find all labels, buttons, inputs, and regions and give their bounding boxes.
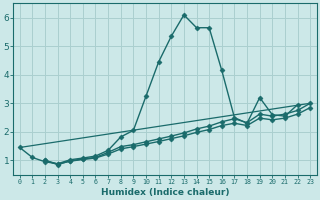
X-axis label: Humidex (Indice chaleur): Humidex (Indice chaleur) <box>101 188 229 197</box>
